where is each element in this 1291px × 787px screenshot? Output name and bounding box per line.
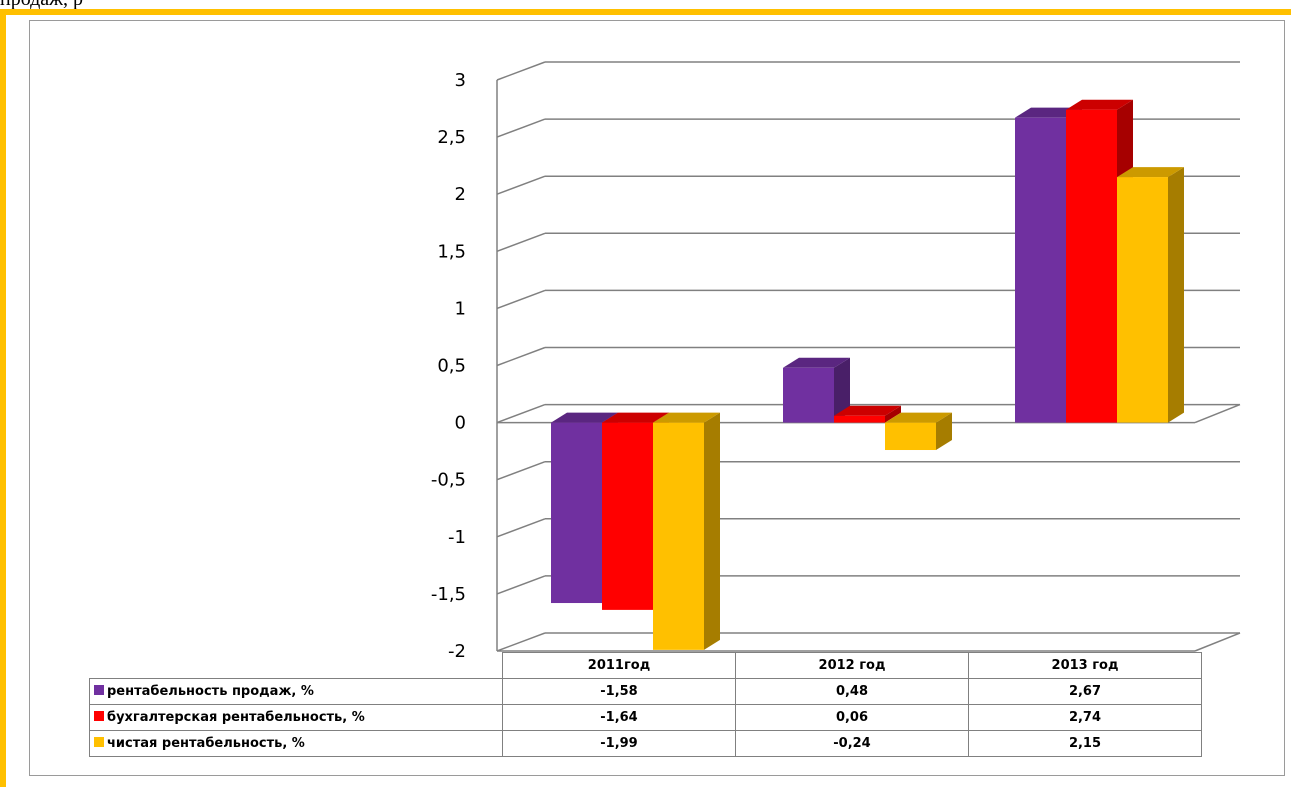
- y-tick-label: 2: [455, 184, 466, 205]
- y-tick-label: 0: [455, 413, 466, 434]
- series-name-cell: бухгалтерская рентабельность, %: [89, 704, 503, 731]
- bar-side: [834, 357, 850, 423]
- y-tick-label: 1,5: [437, 241, 466, 262]
- value-cell: -1,58: [502, 678, 736, 705]
- bar-top: [1015, 107, 1082, 118]
- legend-swatch: [94, 737, 104, 747]
- table-row: рентабельность продаж, % -1,58 0,48 2,67: [89, 678, 1202, 705]
- bar-top: [885, 412, 952, 423]
- y-tick-label: -1: [448, 527, 466, 548]
- bar: [783, 367, 834, 423]
- series-name: чистая рентабельность, %: [107, 736, 305, 751]
- value-cell: 0,06: [735, 704, 969, 731]
- bar: [1117, 177, 1168, 423]
- yellow-frame: [0, 9, 1291, 787]
- bar: [653, 422, 704, 650]
- bar-side: [704, 412, 720, 650]
- gridline-slant: [496, 403, 546, 424]
- series-name-cell: рентабельность продаж, %: [89, 678, 503, 705]
- gridline-slant: [496, 118, 546, 138]
- y-tick-label: -0,5: [431, 470, 466, 491]
- bar: [551, 422, 602, 604]
- y-tick-label: -2: [448, 641, 466, 662]
- category-header: 2011год: [502, 652, 736, 679]
- gridline-slant: [496, 575, 546, 595]
- bar: [602, 422, 653, 610]
- table-row: бухгалтерская рентабельность, % -1,64 0,…: [89, 704, 1202, 731]
- value-cell: 2,74: [968, 704, 1202, 731]
- bar-top: [602, 412, 669, 423]
- bar: [1066, 109, 1117, 423]
- series-name: бухгалтерская рентабельность, %: [107, 710, 365, 725]
- bar-side: [885, 405, 901, 423]
- chart-area: [29, 20, 1285, 776]
- y-tick-label: 1: [455, 298, 466, 319]
- gridline-slant: [496, 518, 546, 538]
- bar-top: [1066, 99, 1133, 110]
- bar-top: [653, 412, 720, 423]
- gridline-slant: [496, 232, 546, 253]
- bar: [834, 415, 885, 423]
- y-tick-label: 0,5: [437, 356, 466, 377]
- table-header-row: 2011год 2012 год 2013 год: [90, 652, 1202, 679]
- table-row: чистая рентабельность, % -1,99 -0,24 2,1…: [89, 730, 1202, 757]
- y-tick-label: -1,5: [431, 584, 466, 605]
- bar: [885, 422, 936, 451]
- value-cell: -0,24: [735, 730, 969, 757]
- value-cell: 2,15: [968, 730, 1202, 757]
- gridline-slant: [496, 632, 546, 652]
- zero-baseline-slant: [1194, 403, 1241, 424]
- bar-top: [551, 412, 618, 423]
- bar-top: [834, 405, 901, 416]
- bar-top: [783, 357, 850, 368]
- legend-swatch: [94, 685, 104, 695]
- category-header: 2013 год: [968, 652, 1202, 679]
- bar-top: [1117, 167, 1184, 178]
- value-cell: 0,48: [735, 678, 969, 705]
- header-text: продаж, р: [0, 0, 83, 11]
- y-tick-label: 3: [455, 70, 466, 91]
- bar-side: [1168, 167, 1184, 423]
- y-tick-label: 2,5: [437, 127, 466, 148]
- bar-side: [936, 412, 952, 451]
- category-header: 2012 год: [735, 652, 969, 679]
- value-cell: -1,99: [502, 730, 736, 757]
- floor-right-edge: [1194, 632, 1241, 652]
- table-corner: [90, 653, 503, 679]
- bar: [1015, 117, 1066, 423]
- series-name-cell: чистая рентабельность, %: [89, 730, 503, 757]
- series-name: рентабельность продаж, %: [107, 684, 314, 699]
- gridline-slant: [496, 175, 546, 195]
- gridline-slant: [496, 289, 546, 310]
- value-cell: 2,67: [968, 678, 1202, 705]
- value-cell: -1,64: [502, 704, 736, 731]
- chart-data-table: 2011год 2012 год 2013 год рентабельность…: [89, 652, 1202, 757]
- gridline-slant: [496, 61, 546, 81]
- gridline-slant: [496, 460, 546, 481]
- legend-swatch: [94, 711, 104, 721]
- gridline-slant: [496, 346, 546, 367]
